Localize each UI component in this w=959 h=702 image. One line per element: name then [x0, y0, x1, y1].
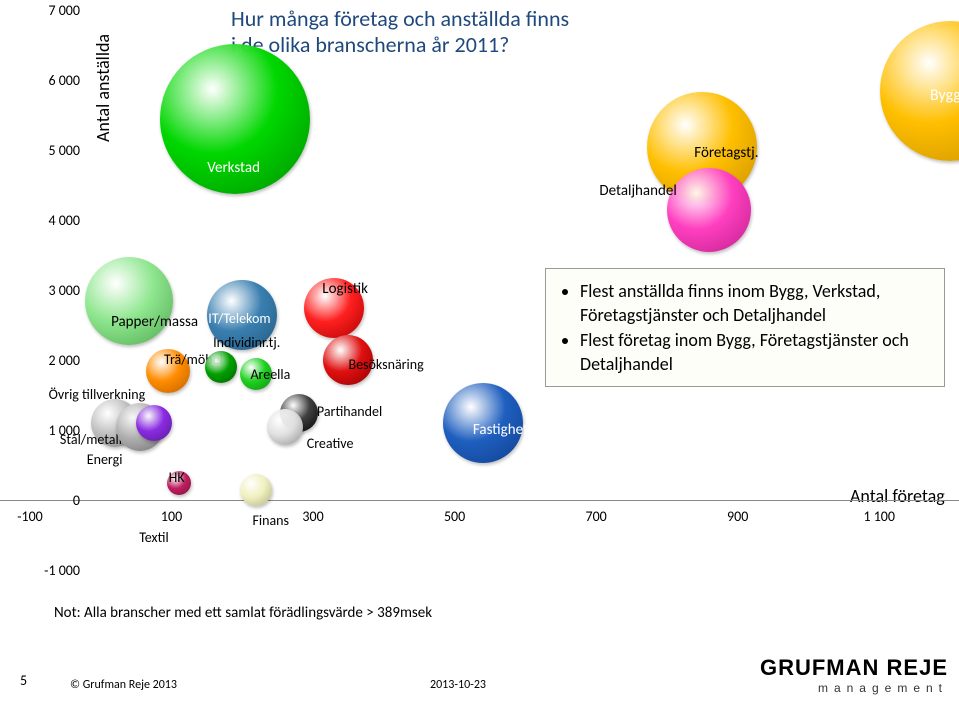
x-tick: 1 100 — [849, 508, 909, 525]
bubble — [136, 405, 172, 441]
bubble-label: Areella — [250, 366, 290, 383]
bubble-label: HK — [169, 469, 185, 486]
brand-logo: GRUFMAN REJE management — [718, 655, 948, 695]
bubble-label: Creative — [307, 435, 354, 452]
x-axis-line — [0, 500, 959, 501]
bubble — [667, 168, 751, 252]
y-tick: 2 000 — [30, 352, 80, 369]
x-tick: 100 — [142, 508, 202, 525]
brand-sub: management — [718, 681, 948, 695]
y-tick: 0 — [30, 492, 80, 509]
summary-bullet: Flest företag inom Bygg, Företagstjänste… — [580, 328, 930, 377]
bubble-label: Energi — [87, 451, 123, 468]
bubble-label: Logistik — [322, 280, 368, 298]
y-tick: 7 000 — [30, 2, 80, 19]
y-tick: 4 000 — [30, 212, 80, 229]
bubble-label: Fastighet — [473, 421, 528, 439]
bubble-label: Detaljhandel — [599, 182, 676, 200]
summary-bullet: Flest anställda finns inom Bygg, Verksta… — [580, 279, 930, 328]
footer-date: 2013-10-23 — [430, 678, 486, 692]
footnote: Not: Alla branscher med ett samlat föräd… — [54, 604, 432, 622]
copyright: © Grufman Reje 2013 — [70, 678, 177, 692]
page-number: 5 — [20, 672, 27, 689]
x-axis-label: Antal företag — [850, 485, 945, 507]
x-tick: 500 — [425, 508, 485, 525]
bubble — [205, 351, 237, 383]
bubble-label: IT/Telekom — [208, 310, 270, 327]
brand-main: GRUFMAN REJE — [718, 655, 948, 681]
bubble — [85, 257, 173, 345]
y-tick: 6 000 — [30, 72, 80, 89]
bubble-label: Stål/metall — [60, 431, 122, 448]
summary-box: Flest anställda finns inom Bygg, Verksta… — [545, 268, 945, 387]
y-tick: 5 000 — [30, 142, 80, 159]
bubble — [240, 474, 272, 506]
chart-title: Hur många företag och anställda finnsi d… — [231, 6, 569, 59]
bubble-label: Bygg — [930, 86, 959, 105]
y-tick: 3 000 — [30, 282, 80, 299]
bubble-label: Besöksnäring — [348, 356, 423, 373]
x-tick: -100 — [0, 508, 60, 525]
bubble-label: Företagstj. — [694, 144, 758, 162]
bubble — [267, 409, 303, 445]
x-tick: 900 — [708, 508, 768, 525]
bubble-label: Partihandel — [317, 403, 382, 420]
bubble-label: Övrig tillverkning — [49, 386, 146, 403]
bubble-label: Textil — [139, 529, 168, 546]
bubble-label: Finans — [252, 512, 289, 529]
bubble-label: Individinr.tj. — [213, 334, 280, 351]
y-axis-label: Antal anställda — [92, 34, 114, 142]
x-tick: 700 — [566, 508, 626, 525]
y-tick: -1 000 — [30, 562, 80, 579]
x-tick: 300 — [283, 508, 343, 525]
bubble-label: Verkstad — [207, 159, 260, 177]
bubble-label: Papper/massa — [111, 313, 198, 331]
